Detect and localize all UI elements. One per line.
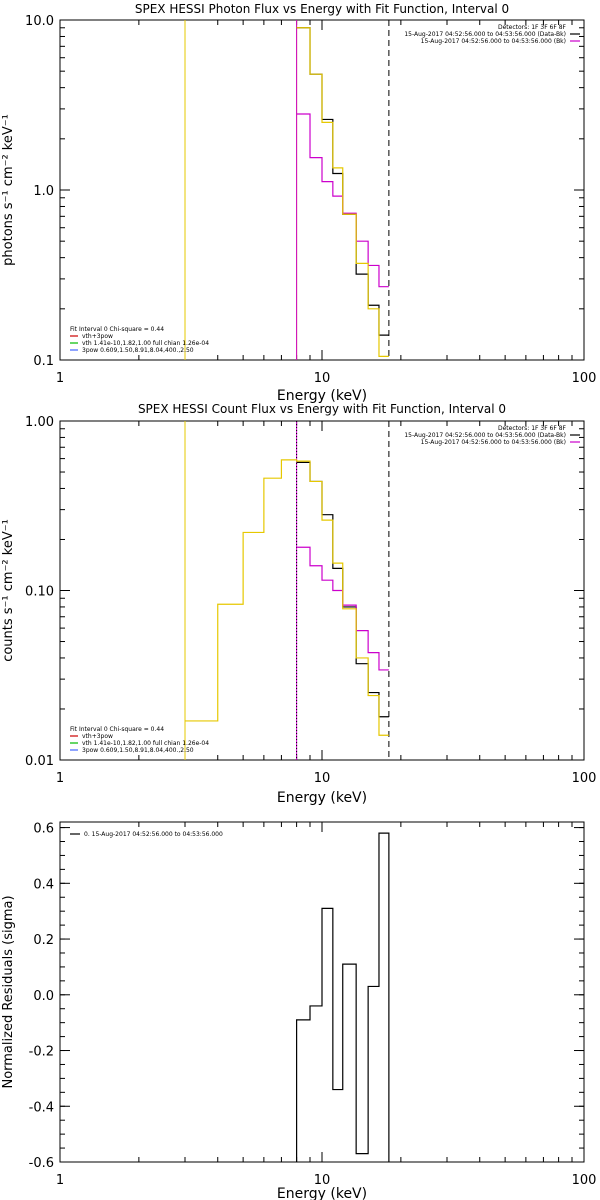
- panel2-x-tick-label: 100: [572, 771, 597, 786]
- panel1-x-tick-label: 10: [314, 371, 331, 386]
- panel1-fit-legend-text: vth 1.41e-10,1.82,1.00 full chian 1.26e-…: [82, 340, 209, 347]
- panel1-y-tick-label: 10.0: [25, 14, 54, 29]
- panel1-header-legend-text: 15-Aug-2017 04:52:56.000 to 04:53:56.000…: [421, 38, 566, 45]
- panel1-y-axis-label: photons s⁻¹ cm⁻² keV⁻¹: [1, 114, 16, 266]
- panel3-y-tick-label: -0.6: [29, 1156, 54, 1171]
- panel3-y-tick-label: -0.2: [29, 1045, 54, 1060]
- panel3-y-tick-label: 0.0: [33, 989, 54, 1004]
- panel2-x-tick-label: 1: [56, 771, 64, 786]
- panel2-y-tick-label: 0.10: [25, 585, 54, 600]
- panel1-x-axis-label: Energy (keV): [277, 388, 367, 404]
- panel1-y-tick-label: 1.0: [33, 184, 54, 199]
- panel2-series-3-histogram: [185, 459, 389, 736]
- panel2-y-tick-label: 1.00: [25, 415, 54, 430]
- panel3-series-1-histogram: [296, 832, 390, 1162]
- panel1-fit-legend-text: vth+3pow: [82, 333, 113, 340]
- panel1-fit-legend-text: 3pow 0.609,1.50,8.91,8.04,400.,2.50: [82, 347, 194, 354]
- panel2-fit-legend-text: vth+3pow: [82, 733, 113, 740]
- panel3-y-tick-label: 0.6: [33, 822, 54, 837]
- panel3-y-tick-label: 0.4: [33, 877, 54, 892]
- panel3-y-axis-label: Normalized Residuals (sigma): [1, 895, 16, 1088]
- panel2-title: SPEX HESSI Count Flux vs Energy with Fit…: [138, 402, 506, 416]
- panel3-x-tick-label: 1: [56, 1173, 64, 1188]
- panel1-y-tick-label: 0.1: [33, 354, 54, 369]
- panel2-header-legend-text: 15-Aug-2017 04:52:56.000 to 04:53:56.000…: [421, 439, 566, 446]
- panel1-series-3-histogram: [296, 27, 389, 357]
- panel3-legend-text: 0. 15-Aug-2017 04:52:56.000 to 04:53:56.…: [84, 831, 223, 838]
- panel2-fit-legend-text: Fit Interval 0 Chi-square = 0.44: [70, 726, 164, 733]
- panel3-x-tick-label: 10: [314, 1173, 331, 1188]
- panel2-header-legend-text: 15-Aug-2017 04:52:56.000 to 04:53:56.000…: [404, 432, 566, 439]
- panel2-fit-legend-text: 3pow 0.609,1.50,8.91,8.04,400.,2.50: [82, 747, 194, 754]
- panel1-fit-legend-text: Fit Interval 0 Chi-square = 0.44: [70, 326, 164, 333]
- panel2-x-axis-label: Energy (keV): [277, 790, 367, 806]
- panel3-y-tick-label: 0.2: [33, 933, 54, 948]
- panel3-y-tick-label: -0.4: [29, 1100, 54, 1115]
- panel1-title: SPEX HESSI Photon Flux vs Energy with Fi…: [135, 2, 509, 16]
- panel2-header-legend-text: Detectors: 1F 3F 6F 8F: [498, 425, 567, 432]
- panel1-x-tick-label: 100: [572, 371, 597, 386]
- panel3-x-tick-label: 100: [572, 1173, 597, 1188]
- panel2-y-tick-label: 0.01: [25, 754, 54, 769]
- panel1-header-legend-text: 15-Aug-2017 04:52:56.000 to 04:53:56.000…: [404, 31, 566, 38]
- panel1-x-tick-label: 1: [56, 371, 64, 386]
- panel2-y-axis-label: counts s⁻¹ cm⁻² keV⁻¹: [1, 519, 16, 662]
- panel2-fit-legend-text: vth 1.41e-10,1.82,1.00 full chian 1.26e-…: [82, 740, 209, 747]
- panel1-header-legend-text: Detectors: 1F 3F 6F 8F: [498, 24, 567, 31]
- panel2-x-tick-label: 10: [314, 771, 331, 786]
- panel3-x-axis-label: Energy (keV): [277, 1186, 367, 1200]
